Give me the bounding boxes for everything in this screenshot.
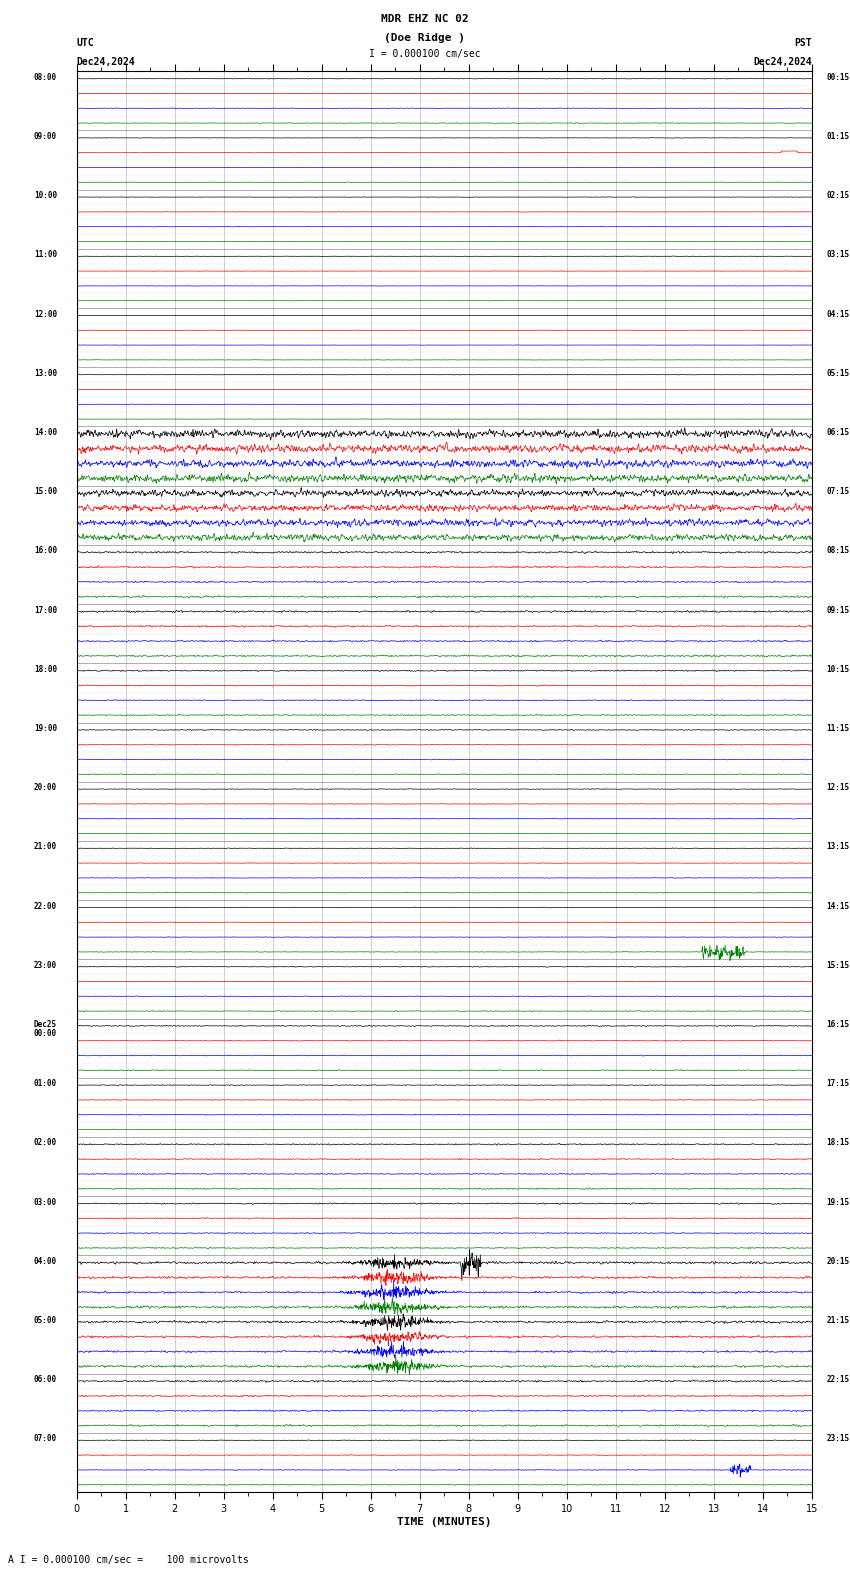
Text: 12:00: 12:00	[34, 309, 57, 318]
Text: 05:00: 05:00	[34, 1316, 57, 1324]
Text: (Doe Ridge ): (Doe Ridge )	[384, 33, 466, 43]
Text: 19:15: 19:15	[826, 1198, 850, 1207]
Text: 19:00: 19:00	[34, 724, 57, 733]
Text: 07:15: 07:15	[826, 488, 850, 496]
Text: 14:15: 14:15	[826, 901, 850, 911]
Text: 05:15: 05:15	[826, 369, 850, 377]
Text: A I = 0.000100 cm/sec =    100 microvolts: A I = 0.000100 cm/sec = 100 microvolts	[8, 1555, 249, 1565]
Text: 16:15: 16:15	[826, 1020, 850, 1030]
Text: Dec24,2024: Dec24,2024	[76, 57, 135, 67]
Text: 16:00: 16:00	[34, 546, 57, 556]
Text: MDR EHZ NC 02: MDR EHZ NC 02	[381, 14, 469, 24]
Text: 17:15: 17:15	[826, 1079, 850, 1088]
Text: 03:00: 03:00	[34, 1198, 57, 1207]
Text: 11:00: 11:00	[34, 250, 57, 260]
Text: 09:15: 09:15	[826, 605, 850, 615]
Text: 21:00: 21:00	[34, 843, 57, 851]
Text: 13:15: 13:15	[826, 843, 850, 851]
Text: Dec25
00:00: Dec25 00:00	[34, 1020, 57, 1038]
Text: 08:15: 08:15	[826, 546, 850, 556]
Text: 07:00: 07:00	[34, 1435, 57, 1443]
Text: 12:15: 12:15	[826, 782, 850, 792]
Text: 02:00: 02:00	[34, 1139, 57, 1147]
Text: 03:15: 03:15	[826, 250, 850, 260]
Text: 02:15: 02:15	[826, 192, 850, 200]
Text: 01:00: 01:00	[34, 1079, 57, 1088]
Text: 15:15: 15:15	[826, 961, 850, 969]
Text: UTC: UTC	[76, 38, 94, 48]
Text: I = 0.000100 cm/sec: I = 0.000100 cm/sec	[369, 49, 481, 59]
Text: 06:15: 06:15	[826, 428, 850, 437]
Text: 23:15: 23:15	[826, 1435, 850, 1443]
Text: 20:15: 20:15	[826, 1256, 850, 1266]
Text: 18:00: 18:00	[34, 665, 57, 673]
Text: 10:15: 10:15	[826, 665, 850, 673]
Text: 00:15: 00:15	[826, 73, 850, 82]
Text: 11:15: 11:15	[826, 724, 850, 733]
Text: 18:15: 18:15	[826, 1139, 850, 1147]
Text: 22:00: 22:00	[34, 901, 57, 911]
Text: 23:00: 23:00	[34, 961, 57, 969]
Text: 06:00: 06:00	[34, 1375, 57, 1384]
Text: 08:00: 08:00	[34, 73, 57, 82]
Text: 10:00: 10:00	[34, 192, 57, 200]
Text: PST: PST	[794, 38, 812, 48]
Text: 14:00: 14:00	[34, 428, 57, 437]
Text: Dec24,2024: Dec24,2024	[753, 57, 812, 67]
Text: 04:00: 04:00	[34, 1256, 57, 1266]
Text: 17:00: 17:00	[34, 605, 57, 615]
Text: 01:15: 01:15	[826, 131, 850, 141]
Text: 22:15: 22:15	[826, 1375, 850, 1384]
Text: 13:00: 13:00	[34, 369, 57, 377]
Text: 20:00: 20:00	[34, 782, 57, 792]
Text: 04:15: 04:15	[826, 309, 850, 318]
Text: 21:15: 21:15	[826, 1316, 850, 1324]
Text: 15:00: 15:00	[34, 488, 57, 496]
Text: 09:00: 09:00	[34, 131, 57, 141]
X-axis label: TIME (MINUTES): TIME (MINUTES)	[397, 1517, 491, 1527]
